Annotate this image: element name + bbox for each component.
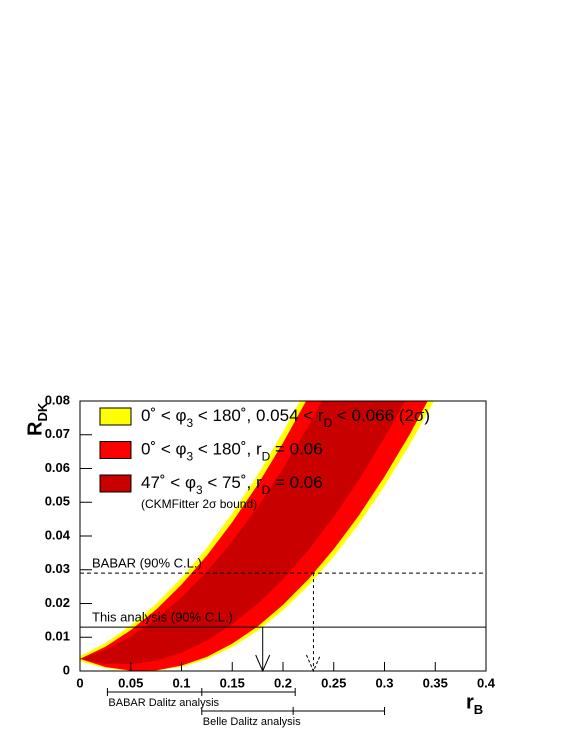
y-axis-label: RDK — [24, 402, 50, 436]
y-tick-label: 0.03 — [45, 561, 70, 576]
x-tick-label: 0.4 — [477, 675, 496, 690]
x-axis-label: rB — [466, 691, 483, 717]
y-tick-label: 0.04 — [45, 527, 71, 542]
interval-label: BABAR Dalitz analysis — [108, 697, 219, 709]
y-tick-label: 0.07 — [45, 426, 70, 441]
y-tick-label: 0.08 — [45, 392, 70, 407]
legend-swatch — [99, 441, 132, 459]
x-tick-label: 0.3 — [375, 675, 393, 690]
x-tick-label: 0.35 — [423, 675, 448, 690]
y-tick-label: 0 — [63, 662, 70, 677]
legend-label: 0˚ < φ3 < 180˚, 0.054 < rD < 0.066 (2σ) — [141, 406, 430, 430]
y-tick-label: 0.06 — [45, 460, 70, 475]
limit-label: This analysis (90% C.L.) — [92, 610, 233, 625]
overlay: 0 0.05 0.1 0.15 0.2 0.25 0.3 0.35 0.4 0 0.01 0.02 0.… — [24, 392, 496, 727]
x-tick-label: 0 — [76, 675, 83, 690]
x-tick-label: 0.2 — [274, 675, 292, 690]
x-tick-label: 0.15 — [220, 675, 245, 690]
legend-swatch — [99, 474, 132, 493]
limit-label: BABAR (90% C.L.) — [92, 556, 202, 571]
legend-label: 0˚ < φ3 < 180˚, rD = 0.06 — [141, 440, 323, 464]
bands — [80, 401, 434, 671]
x-tick-label: 0.05 — [118, 675, 143, 690]
x-axis-label-sub: B — [474, 702, 483, 717]
legend-swatch — [99, 407, 132, 426]
y-tick-label: 0.02 — [45, 595, 70, 610]
interval-label: Belle Dalitz analysis — [203, 716, 301, 728]
arrow-head — [305, 654, 321, 673]
y-tick-label: 0.05 — [45, 494, 70, 509]
band — [80, 401, 405, 665]
y-axis-label-sub: DK — [35, 402, 50, 421]
legend-note: (CKMFitter 2σ bound) — [141, 497, 257, 511]
legend-label: 47˚ < φ3 < 75˚, rD = 0.06 — [141, 473, 323, 497]
x-tick-label: 0.25 — [321, 675, 346, 690]
arrow-head — [255, 654, 271, 673]
y-tick-label: 0.01 — [45, 629, 70, 644]
x-tick-label: 0.1 — [172, 675, 190, 690]
